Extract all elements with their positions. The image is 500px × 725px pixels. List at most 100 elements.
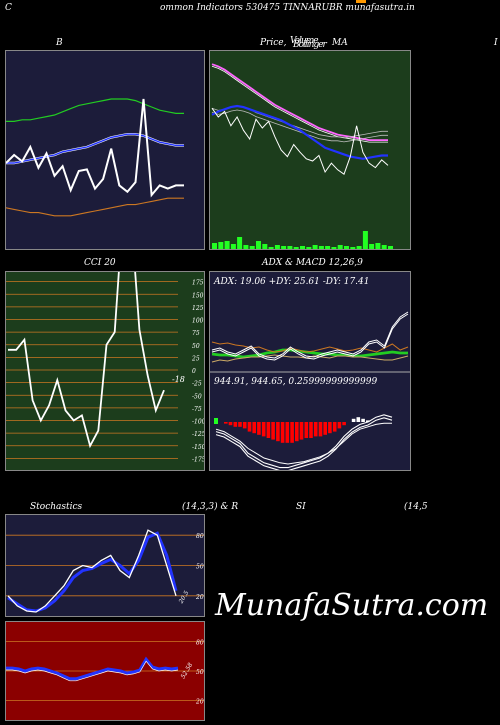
stoch-last-label: 20.5 (177, 590, 190, 606)
cci-last-label: -18 (172, 375, 185, 384)
macd-line (215, 414, 393, 469)
macd-histogram-bar (224, 422, 228, 424)
rsi-white-line (6, 660, 179, 682)
volume-bar (218, 242, 224, 249)
volume-bar (224, 241, 230, 249)
cci-tick-label: 75 (192, 330, 200, 337)
price-title: Price, (260, 38, 287, 48)
macd-histogram-bar (252, 422, 256, 434)
macd-line-shadow (215, 417, 393, 472)
rsi-tick-label: 80 (196, 640, 204, 647)
stoch-d-line (7, 531, 178, 613)
volume-bar (356, 246, 362, 249)
macd-histogram-bar (247, 422, 252, 432)
macd-histogram-bar (280, 422, 285, 443)
stochastics-panel: 80 50 20 20.5 (5, 514, 205, 617)
volume-title: Volume (290, 36, 319, 46)
volume-bar (362, 231, 368, 249)
volume-bar (337, 245, 343, 249)
header-letter: C (5, 3, 12, 13)
adx-macd-title: ADX & MACD 12,26,9 (262, 258, 363, 268)
cci-tick-label: 100 (192, 318, 204, 325)
stoch-tick-label: 20 (195, 594, 204, 601)
stochastics-chart: 80 50 20 20.5 (6, 529, 204, 613)
price-ma-chart (211, 63, 393, 249)
adx-white-line-a (211, 311, 409, 359)
rsi-tick-label: 50 (196, 669, 204, 676)
cci-panel: 175 150 125 100 75 50 25 0 -25 -50 -75 -100 -125 -150… (5, 211, 206, 471)
volume-bar (331, 247, 337, 249)
volume-bar (287, 246, 293, 249)
volume-bar (375, 243, 381, 249)
volume-bar (243, 245, 249, 249)
macd-histogram-bar (342, 422, 346, 426)
corner-mark (356, 0, 366, 3)
macd-histogram-bar (285, 422, 290, 443)
rsi-line (6, 656, 179, 681)
macd-label: 944.91, 944.65, 0.25999999999999 (214, 377, 377, 387)
cci-tick-label: 175 (192, 280, 204, 287)
volume-bar (281, 246, 287, 249)
adx-line (211, 348, 408, 359)
bollinger-lower-band (5, 197, 184, 217)
price-line (211, 107, 389, 175)
macd-histogram-bar (261, 422, 266, 437)
volume-bar (230, 244, 236, 249)
stoch-params: (14,3,3) & R (182, 502, 239, 512)
cci-tick-label: -175 (192, 456, 204, 463)
volume-bar (256, 241, 261, 249)
watermark: MunafaSutra.com (215, 588, 489, 623)
si-title: SI (296, 502, 306, 512)
bollinger-upper-band (6, 98, 184, 123)
adx-macd-chart: ADX: 19.06 +DY: 25.61 -DY: 17.41 944.91,… (210, 277, 410, 472)
macd-histogram-bar (299, 422, 304, 440)
bollinger-chart (5, 98, 184, 217)
volume-bar (381, 245, 387, 249)
cci-chart: 175 150 125 100 75 50 25 0 -25 -50 -75 -100 -125 -150… (6, 211, 206, 463)
bollinger-overlap-title: Bollinger (293, 40, 327, 50)
cci-tick-label: 125 (192, 305, 204, 312)
macd-histogram-bar (257, 422, 261, 435)
adx-white-line-b (211, 313, 409, 361)
macd-histogram-bar (313, 422, 318, 437)
cci-tick-label: -50 (192, 393, 202, 400)
rsi-tick-label: 20 (195, 698, 204, 705)
macd-histogram-bar (332, 422, 337, 432)
cci-tick-label: -75 (192, 406, 202, 413)
si-params: (14,5 (404, 502, 428, 512)
macd-histogram-bar (242, 422, 247, 429)
volume-bar (325, 246, 331, 249)
macd-histogram-bar (304, 422, 309, 438)
plus-di-line (211, 341, 409, 353)
macd-histogram-bar (337, 422, 342, 429)
rsi-panel: 80 50 20 52.58 (5, 621, 205, 721)
price-ma-panel (209, 50, 411, 250)
macd-histogram-bar (356, 417, 361, 422)
macd-histogram-bar (271, 422, 275, 440)
cci-tick-label: -100 (192, 419, 204, 426)
macd-histogram-bar (361, 418, 365, 422)
cci-tick-label: -125 (192, 431, 204, 438)
stoch-tick-label: 50 (196, 564, 204, 571)
right-edge-title: I (494, 38, 498, 48)
volume-bar (388, 246, 393, 249)
cci-tick-label: -150 (192, 444, 204, 451)
volume-bar (293, 247, 299, 249)
ma-title: MA (332, 38, 348, 48)
macd-histogram-bar (295, 422, 299, 442)
volume-bar (350, 247, 356, 249)
macd-histogram-bar (328, 422, 332, 434)
volume-bar (274, 245, 280, 249)
price-ma-magenta (211, 63, 388, 141)
cci-tick-label: 50 (192, 343, 200, 350)
macd-histogram-bar (351, 418, 356, 422)
price-ma-grey-a (211, 105, 388, 139)
stoch-k-line (7, 529, 177, 613)
bollinger-price-line (5, 98, 184, 198)
adx-macd-panel: ADX: 19.06 +DY: 25.61 -DY: 17.41 944.91,… (209, 271, 411, 472)
macd-histogram-bar (366, 420, 370, 422)
macd-histogram-bar (323, 422, 327, 435)
price-ma-magenta-shadow (211, 65, 388, 143)
header-title: ommon Indicators 530475 TINNARUBR munafa… (160, 3, 415, 13)
